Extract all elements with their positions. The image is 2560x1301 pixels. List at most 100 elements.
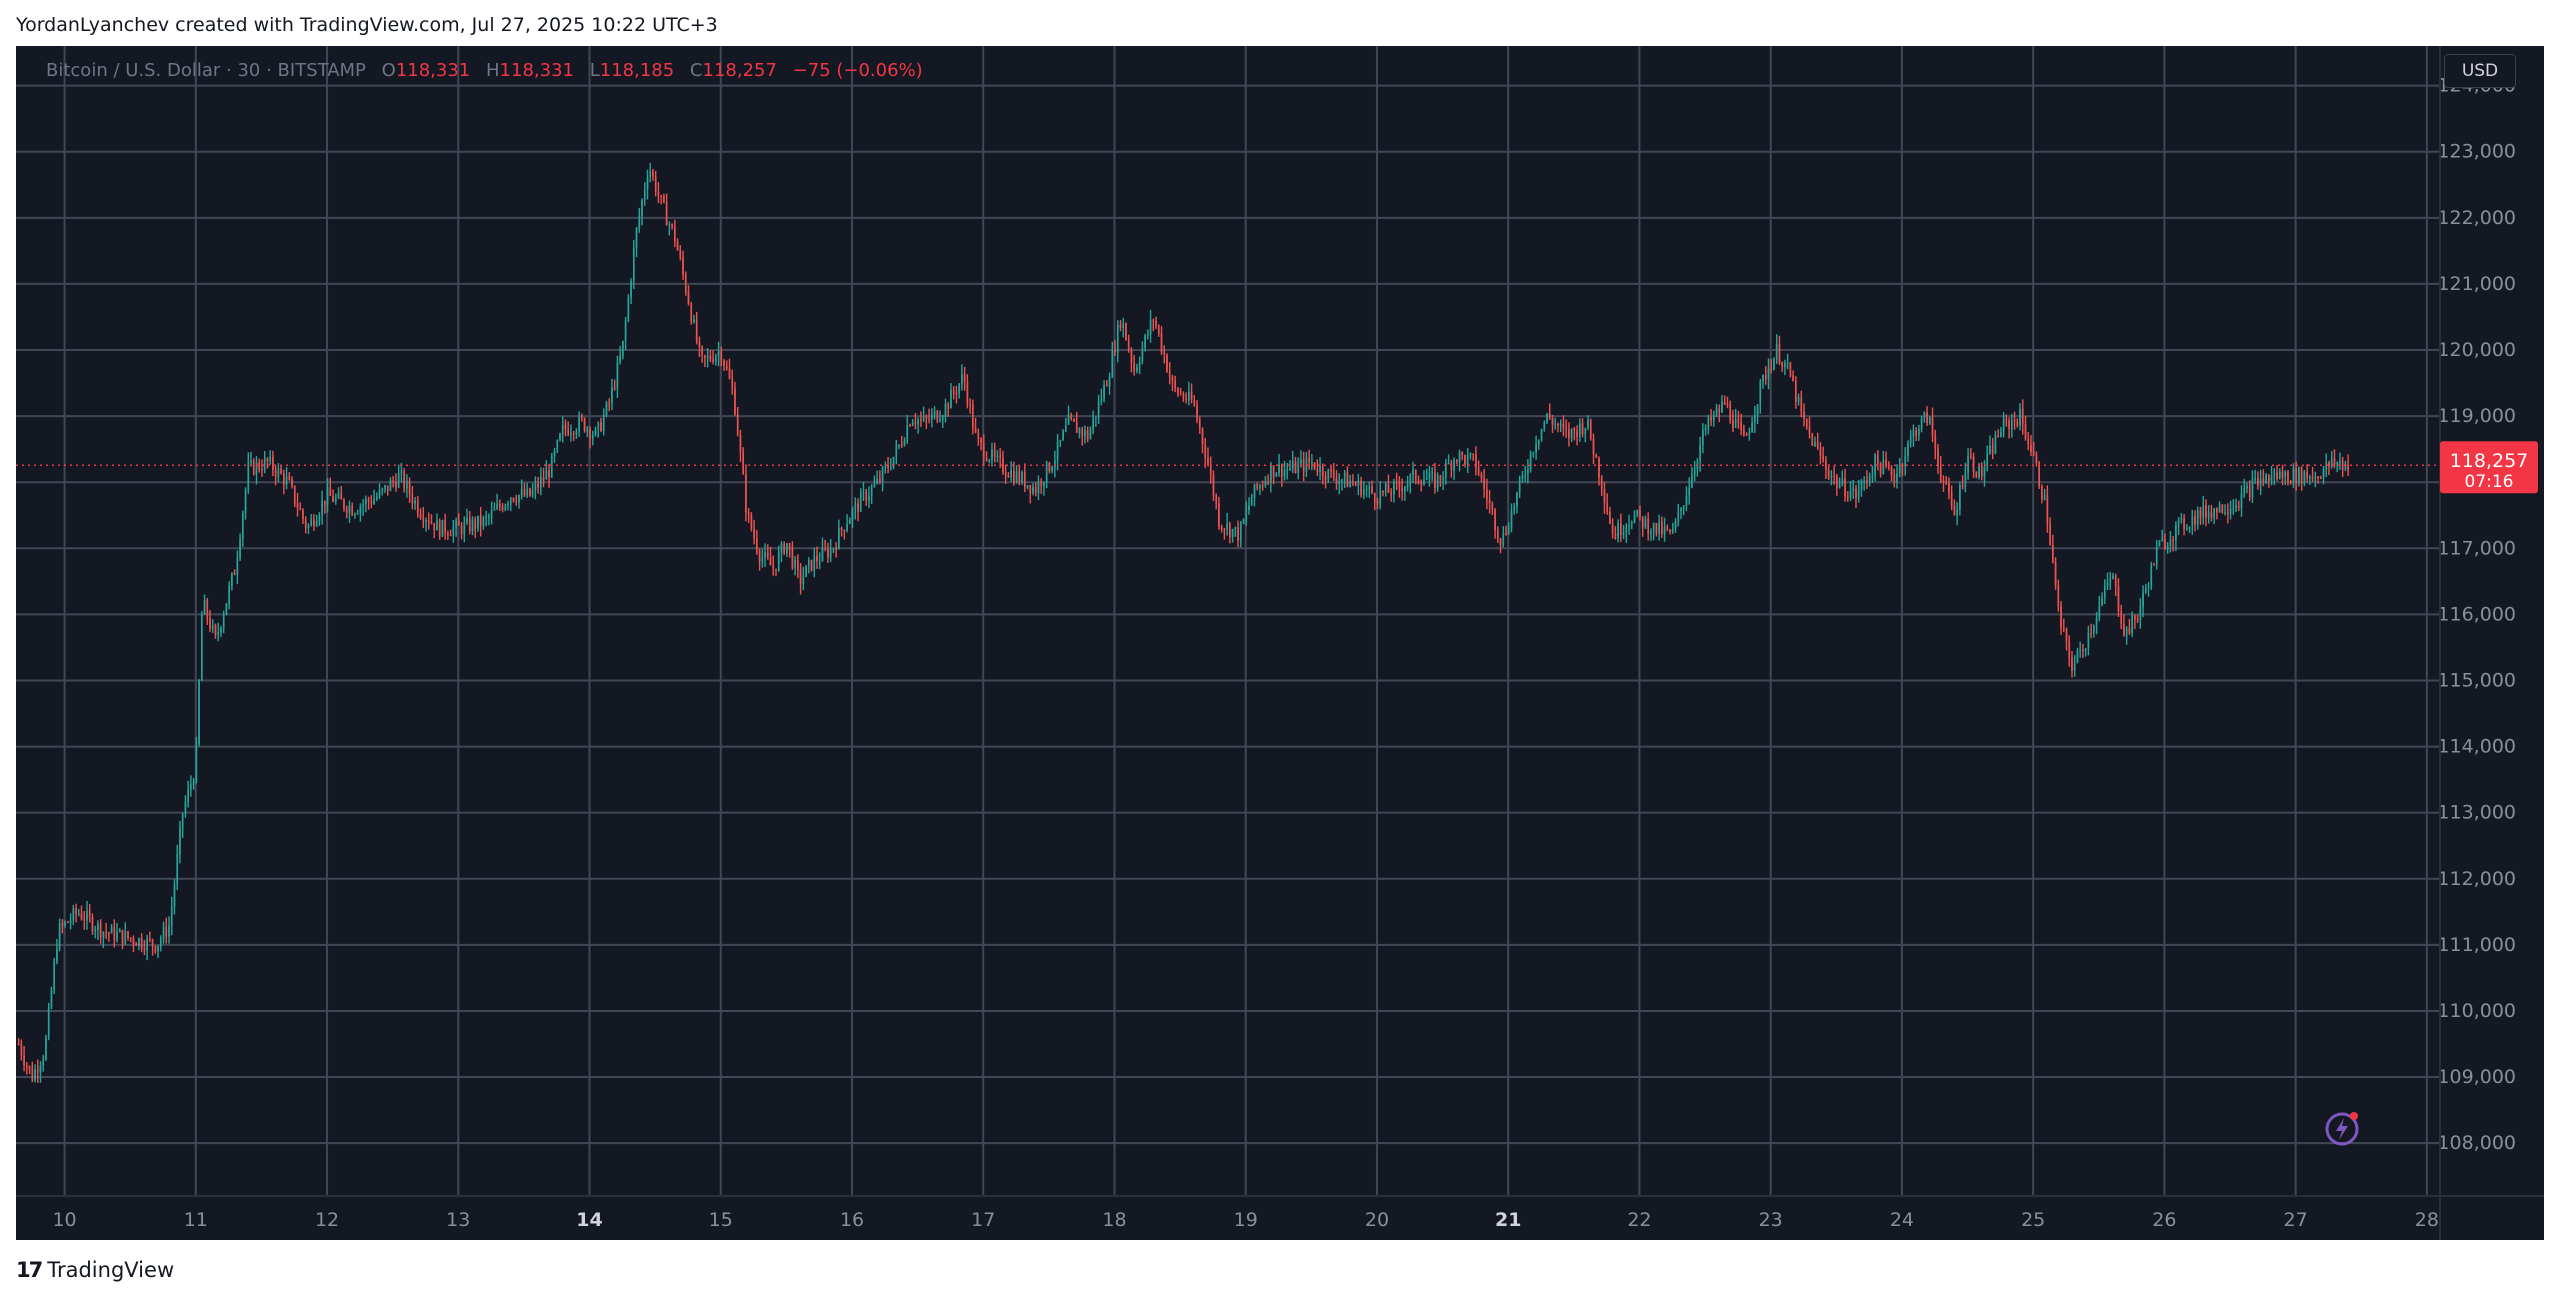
candle-body <box>1428 472 1431 479</box>
candle-body <box>127 931 129 938</box>
candle-body <box>1666 527 1669 530</box>
candle-body <box>766 552 769 558</box>
candle-body <box>2046 495 2049 524</box>
candle-body <box>1658 522 1660 534</box>
candle-body <box>211 625 214 629</box>
candle-body <box>1997 435 2000 437</box>
candle-body <box>1819 447 1822 457</box>
candle-body <box>1644 518 1647 528</box>
candle-body <box>466 518 468 523</box>
candle-body <box>786 543 788 554</box>
candle-body <box>1409 474 1412 484</box>
candle-body <box>1023 472 1026 488</box>
candle-body <box>690 304 693 322</box>
tradingview-logo[interactable]: 𝟭𝟳 TradingView <box>16 1258 174 1282</box>
candle-body <box>501 506 504 510</box>
candle-body <box>1382 490 1384 493</box>
candle-body <box>756 538 758 552</box>
candle-body <box>422 517 425 522</box>
candle-body <box>1105 384 1108 387</box>
candle-body <box>1204 444 1207 458</box>
candle-body <box>1040 481 1043 487</box>
candle-body <box>2142 592 2144 607</box>
candle-body <box>2330 458 2333 467</box>
x-tick-label: 14 <box>576 1209 602 1231</box>
candle-body <box>769 557 772 566</box>
candle-body <box>1089 429 1092 439</box>
price-chart[interactable]: 108,000 109,000 110,000 111,000 112,000 113,0… <box>16 46 2544 1240</box>
candle-body <box>1789 363 1792 376</box>
candle-body <box>1702 430 1704 446</box>
candle-body <box>515 500 518 503</box>
candle-body <box>1543 422 1546 430</box>
candle-body <box>2076 651 2079 663</box>
candle-body <box>1603 489 1606 504</box>
candle-body <box>1362 489 1365 496</box>
candle-body <box>337 493 340 498</box>
candle-body <box>2232 508 2235 510</box>
candle-body <box>220 627 222 633</box>
candle-body <box>1882 459 1885 474</box>
candle-body <box>2065 628 2068 641</box>
candle-body <box>1969 455 1972 457</box>
candle-body <box>581 417 583 419</box>
x-tick-label: 23 <box>1759 1209 1783 1231</box>
candle-body <box>1051 467 1053 472</box>
candle-body <box>1811 432 1814 446</box>
candle-body <box>296 503 299 508</box>
candle-body <box>1108 377 1111 387</box>
candle-body <box>1721 401 1723 413</box>
candle-body <box>627 297 630 321</box>
candle-body <box>969 404 971 406</box>
candle-body <box>1373 493 1376 502</box>
candle-body <box>25 1064 28 1067</box>
candle-body <box>1814 441 1816 446</box>
candle-body <box>2273 472 2276 477</box>
candle-body <box>805 565 807 577</box>
candle-body <box>1764 374 1767 379</box>
candle-body <box>1841 478 1844 485</box>
candle-body <box>2038 462 2041 487</box>
y-tick-label: 109,000 <box>2437 1066 2516 1088</box>
candle-body <box>1980 465 1983 477</box>
candle-body <box>244 489 247 513</box>
candle-body <box>2216 508 2218 513</box>
candle-body <box>2185 528 2188 530</box>
candle-body <box>1239 522 1242 541</box>
candle-body <box>1043 482 1045 487</box>
candle-body <box>2095 618 2098 625</box>
candle-body <box>2319 477 2322 480</box>
candle-body <box>1505 533 1507 535</box>
candle-body <box>449 535 452 537</box>
candle-body <box>1622 532 1625 535</box>
candle-body <box>2043 495 2046 500</box>
candle-body <box>835 548 837 550</box>
candle-body <box>143 947 146 951</box>
candle-body <box>1546 413 1548 423</box>
chart-panel[interactable]: 108,000 109,000 110,000 111,000 112,000 113,0… <box>16 46 2544 1240</box>
candle-body <box>1417 480 1420 483</box>
candle-body <box>1991 445 1994 454</box>
candle-body <box>181 813 184 828</box>
candle-body <box>1431 472 1434 474</box>
candle-body <box>1242 519 1245 523</box>
candle-body <box>228 586 231 604</box>
candle-body <box>747 512 750 515</box>
candle-body <box>613 387 616 389</box>
candle-body <box>1455 460 1458 462</box>
candle-body <box>2054 561 2057 585</box>
currency-button[interactable]: USD <box>2444 54 2516 88</box>
candle-body <box>1146 334 1149 336</box>
candle-body <box>348 506 351 513</box>
candle-body <box>641 200 643 217</box>
candle-body <box>1559 423 1562 426</box>
candle-body <box>827 548 829 558</box>
candle-body <box>83 919 86 921</box>
candle-body <box>985 458 988 461</box>
candle-body <box>345 508 348 513</box>
candle-body <box>1144 335 1146 348</box>
candle-body <box>1786 363 1789 365</box>
candle-body <box>646 177 649 190</box>
lightning-icon[interactable] <box>2318 1104 2366 1152</box>
candle-body <box>1740 422 1742 431</box>
